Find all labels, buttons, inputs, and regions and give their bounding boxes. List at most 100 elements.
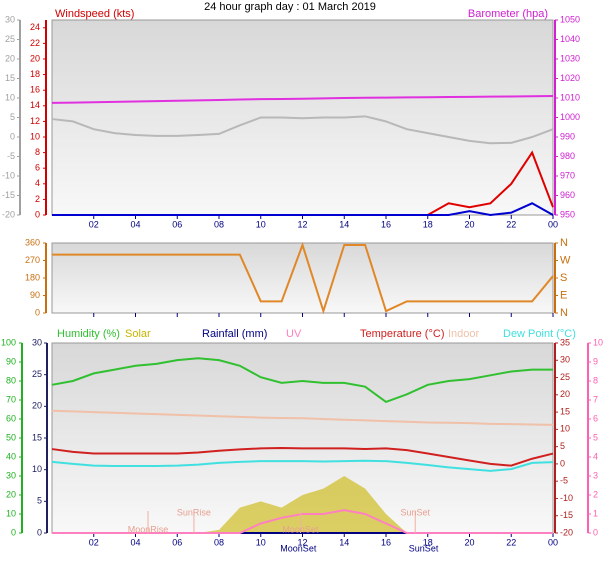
y-tick-label: -5 (7, 151, 15, 161)
y-tick-label: 10 (593, 337, 603, 347)
y-tick-label: 20 (6, 489, 16, 499)
y-tick-label: 12 (30, 116, 40, 126)
y-tick-label: 3 (593, 470, 598, 480)
chart-title: 24 hour graph day : 01 March 2019 (204, 1, 376, 13)
plot-area (51, 242, 554, 314)
y-tick-label: 960 (560, 190, 575, 200)
annotation: MoonSet (282, 524, 319, 534)
y-tick-label: 180 (25, 272, 40, 282)
y-tick-label: 1040 (560, 34, 580, 44)
x-tick-label: 12 (297, 537, 307, 547)
x-tick-label: 00 (548, 537, 558, 547)
annotation: MoonRise (128, 524, 169, 534)
y-tick-label: 8 (35, 147, 40, 157)
x-tick-label: 06 (172, 537, 182, 547)
x-tick-label: 18 (423, 219, 433, 229)
legend-label: Dew Point (°C) (503, 328, 576, 340)
y-tick-label: 10 (560, 424, 570, 434)
x-tick-label: 02 (89, 537, 99, 547)
x-tick-label: 10 (256, 537, 266, 547)
y-tick-label: 6 (593, 413, 598, 423)
y-tick-label: N (560, 237, 568, 249)
y-tick-label: 20 (5, 53, 15, 63)
y-tick-label: 360 (25, 237, 40, 247)
x-tick-label: 08 (214, 537, 224, 547)
y-tick-label: -20 (2, 209, 15, 219)
line (52, 202, 554, 217)
axis-event: MoonSet (280, 543, 317, 553)
line (51, 447, 554, 467)
y-tick-label: 1050 (560, 14, 580, 24)
y-tick-label: 60 (6, 413, 16, 423)
y-tick-label: W (560, 254, 571, 266)
legend-label: Solar (125, 328, 151, 340)
line (52, 241, 554, 315)
x-tick-label: 20 (464, 219, 474, 229)
y-tick-label: 16 (30, 85, 40, 95)
x-tick-label: 08 (214, 219, 224, 229)
y-tick-label: 4 (593, 451, 598, 461)
legend-label: Indoor (448, 328, 480, 340)
y-tick-label: 5 (560, 441, 565, 451)
y-tick-label: 8 (593, 375, 598, 385)
x-tick-label: 18 (423, 537, 433, 547)
y-tick-label: 980 (560, 151, 575, 161)
y-tick-label: 6 (35, 163, 40, 173)
x-tick-label: 14 (339, 219, 349, 229)
y-tick-label: 25 (5, 34, 15, 44)
x-tick-label: 12 (297, 219, 307, 229)
y-tick-label: 20 (30, 53, 40, 63)
y-tick-label: 30 (32, 337, 42, 347)
y-tick-label: -10 (560, 493, 573, 503)
y-tick-label: 15 (560, 406, 570, 416)
y-tick-label: 20 (560, 389, 570, 399)
y-tick-label: 9 (593, 356, 598, 366)
y-tick-label: 90 (6, 356, 16, 366)
y-tick-label: 0 (35, 209, 40, 219)
y-tick-label: 950 (560, 209, 575, 219)
y-tick-label: -15 (560, 510, 573, 520)
y-tick-label: 990 (560, 131, 575, 141)
annotation: SunSet (400, 507, 430, 517)
x-tick-label: 22 (506, 219, 516, 229)
x-tick-label: 16 (381, 219, 391, 229)
y-tick-label: 10 (5, 92, 15, 102)
y-tick-label: 18 (30, 69, 40, 79)
y-tick-label: 24 (30, 22, 40, 32)
y-tick-label: 0 (35, 307, 40, 317)
x-tick-label: 22 (506, 537, 516, 547)
y-tick-label: 40 (6, 451, 16, 461)
y-tick-label: 10 (32, 464, 42, 474)
y-tick-label: 15 (5, 73, 15, 83)
y-tick-label: 0 (593, 527, 598, 537)
y-tick-label: 70 (6, 394, 16, 404)
y-tick-label: 35 (560, 337, 570, 347)
y-tick-label: -5 (560, 476, 568, 486)
y-tick-label: 270 (25, 255, 40, 265)
y-tick-label: S (560, 272, 567, 284)
y-tick-label: 1020 (560, 73, 580, 83)
y-tick-label: 30 (6, 470, 16, 480)
line (51, 409, 554, 426)
x-tick-label: 02 (89, 219, 99, 229)
y-tick-label: 30 (560, 355, 570, 365)
y-tick-label: 1 (593, 508, 598, 518)
y-tick-label: 2 (35, 194, 40, 204)
y-tick-label: 15 (32, 432, 42, 442)
y-tick-label: 50 (6, 432, 16, 442)
y-tick-label: 90 (30, 290, 40, 300)
y-tick-label: 1010 (560, 92, 580, 102)
y-tick-label: 2 (593, 489, 598, 499)
y-tick-label: -15 (2, 190, 15, 200)
legend-label: Temperature (°C) (360, 328, 444, 340)
x-tick-label: 20 (464, 537, 474, 547)
y-tick-label: 1000 (560, 112, 580, 122)
legend-label: Rainfall (mm) (202, 328, 267, 340)
y-tick-label: 0 (560, 458, 565, 468)
y-axis-label: Windspeed (kts) (55, 8, 134, 20)
y-tick-label: 1030 (560, 53, 580, 63)
y-tick-label: 5 (37, 496, 42, 506)
y-tick-label: 80 (6, 375, 16, 385)
y-tick-label: 22 (30, 38, 40, 48)
